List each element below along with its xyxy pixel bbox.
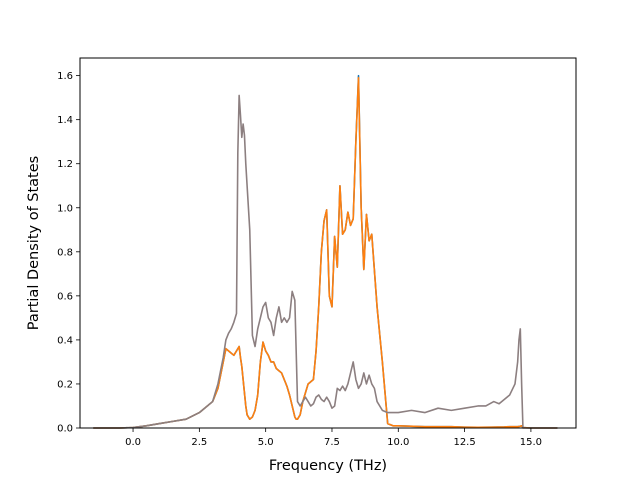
y-tick-label: 0.2 [57,379,73,390]
x-tick-label: 2.5 [191,437,207,448]
x-tick-label: 10.0 [387,437,409,448]
x-tick-label: 0.0 [125,437,141,448]
y-tick-label: 1.0 [57,203,73,214]
y-tick-label: 1.2 [57,159,73,170]
series-layer [93,74,558,429]
x-tick-label: 12.5 [453,437,475,448]
series-line-3 [93,94,558,429]
x-tick-label: 7.5 [324,437,340,448]
y-tick-label: 0.6 [57,291,73,302]
x-axis-label: Frequency (THz) [269,458,387,474]
y-tick-label: 0.0 [57,424,73,435]
y-tick-label: 1.4 [57,115,73,126]
plot-area-frame [79,57,577,429]
y-axis-ticks: 0.0 0.2 0.4 0.6 0.8 1.0 1.2 1.4 1.6 [57,71,80,435]
series-line-2 [93,77,558,429]
y-tick-label: 0.8 [57,247,73,258]
y-axis-label: Partial Density of States [26,156,42,330]
y-tick-label: 0.4 [57,335,73,346]
x-axis-ticks: 0.0 2.5 5.0 7.5 10.0 12.5 15.0 [125,428,542,448]
x-tick-label: 5.0 [258,437,274,448]
x-tick-label: 15.0 [520,437,542,448]
y-tick-label: 1.6 [57,71,73,82]
